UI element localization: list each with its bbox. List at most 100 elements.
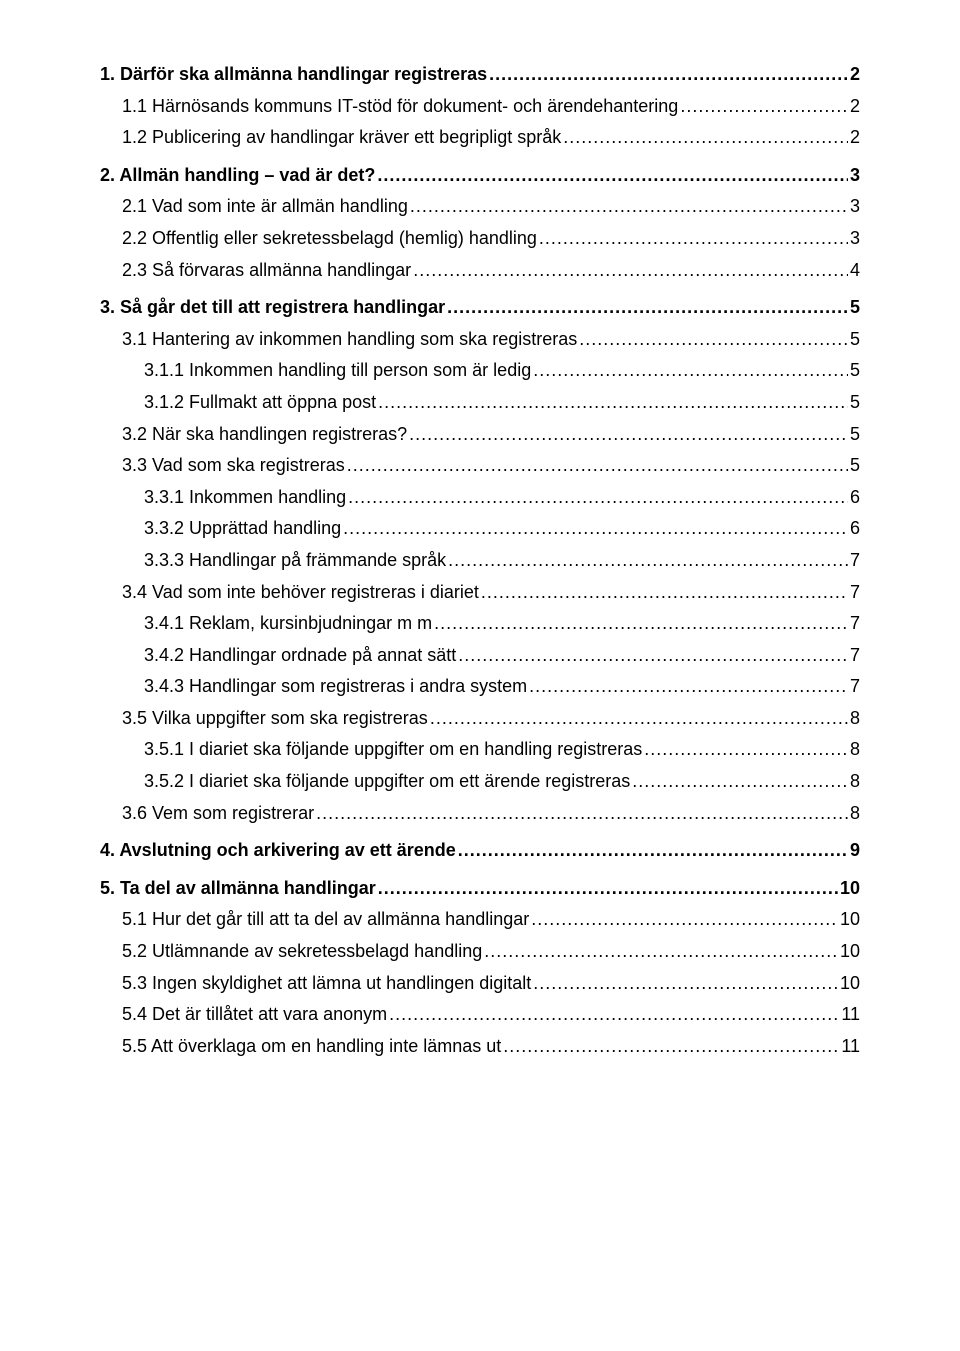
toc-entry[interactable]: 5.1 Hur det går till att ta del av allmä… [100, 909, 860, 931]
toc-leader-dots: ........................................… [533, 973, 838, 995]
toc-leader-dots: ........................................… [348, 487, 848, 509]
toc-entry[interactable]: 5. Ta del av allmänna handlingar........… [100, 878, 860, 900]
toc-entry-page: 8 [850, 803, 860, 825]
toc-entry[interactable]: 3. Så går det till att registrera handli… [100, 297, 860, 319]
toc-leader-dots: ........................................… [316, 803, 848, 825]
toc-entry[interactable]: 3.2 När ska handlingen registreras?.....… [100, 424, 860, 446]
toc-entry-label: 3.5.1 I diariet ska följande uppgifter o… [144, 739, 642, 761]
toc-leader-dots: ........................................… [481, 582, 848, 604]
toc-leader-dots: ........................................… [533, 360, 848, 382]
toc-entry[interactable]: 5.4 Det är tillåtet att vara anonym.....… [100, 1004, 860, 1026]
toc-leader-dots: ........................................… [410, 196, 848, 218]
toc-entry-label: 3.6 Vem som registrerar [122, 803, 314, 825]
toc-entry[interactable]: 1.2 Publicering av handlingar kräver ett… [100, 127, 860, 149]
toc-entry-page: 11 [841, 1036, 860, 1058]
toc-entry-page: 10 [840, 909, 860, 931]
toc-entry-label: 3. Så går det till att registrera handli… [100, 297, 445, 319]
toc-leader-dots: ........................................… [458, 840, 848, 862]
toc-entry-label: 3.4.2 Handlingar ordnade på annat sätt [144, 645, 456, 667]
toc-entry[interactable]: 2.3 Så förvaras allmänna handlingar.....… [100, 260, 860, 282]
toc-entry-label: 3.2 När ska handlingen registreras? [122, 424, 407, 446]
toc-entry[interactable]: 1.1 Härnösands kommuns IT-stöd för dokum… [100, 96, 860, 118]
toc-leader-dots: ........................................… [378, 878, 838, 900]
toc-entry[interactable]: 3.4.3 Handlingar som registreras i andra… [100, 676, 860, 698]
toc-entry[interactable]: 5.3 Ingen skyldighet att lämna ut handli… [100, 973, 860, 995]
toc-entry-label: 3.5 Vilka uppgifter som ska registreras [122, 708, 428, 730]
toc-entry-page: 7 [850, 613, 860, 635]
toc-entry[interactable]: 3.3.1 Inkommen handling.................… [100, 487, 860, 509]
toc-entry[interactable]: 3.1.1 Inkommen handling till person som … [100, 360, 860, 382]
toc-entry-page: 11 [841, 1004, 860, 1026]
toc-entry-page: 4 [850, 260, 860, 282]
toc-entry-label: 2.3 Så förvaras allmänna handlingar [122, 260, 411, 282]
toc-entry-page: 5 [850, 392, 860, 414]
toc-entry-label: 3.3.3 Handlingar på främmande språk [144, 550, 446, 572]
toc-leader-dots: ........................................… [489, 64, 848, 86]
toc-leader-dots: ........................................… [447, 297, 848, 319]
toc-entry[interactable]: 5.2 Utlämnande av sekretessbelagd handli… [100, 941, 860, 963]
toc-entry-label: 3.5.2 I diariet ska följande uppgifter o… [144, 771, 630, 793]
toc-entry[interactable]: 4. Avslutning och arkivering av ett ären… [100, 840, 860, 862]
toc-entry-page: 10 [840, 941, 860, 963]
toc-leader-dots: ........................................… [378, 392, 848, 414]
toc-entry[interactable]: 3.4.1 Reklam, kursinbjudningar m m......… [100, 613, 860, 635]
toc-entry[interactable]: 1. Därför ska allmänna handlingar regist… [100, 64, 860, 86]
toc-entry-page: 5 [850, 297, 860, 319]
toc-entry-page: 7 [850, 550, 860, 572]
toc-entry[interactable]: 3.5.1 I diariet ska följande uppgifter o… [100, 739, 860, 761]
toc-entry[interactable]: 3.3.3 Handlingar på främmande språk.....… [100, 550, 860, 572]
toc-entry[interactable]: 2. Allmän handling – vad är det?........… [100, 165, 860, 187]
toc-entry-label: 2.2 Offentlig eller sekretessbelagd (hem… [122, 228, 537, 250]
table-of-contents: 1. Därför ska allmänna handlingar regist… [100, 64, 860, 1057]
toc-entry[interactable]: 3.4.2 Handlingar ordnade på annat sätt..… [100, 645, 860, 667]
toc-leader-dots: ........................................… [531, 909, 838, 931]
toc-entry-page: 6 [850, 518, 860, 540]
toc-leader-dots: ........................................… [680, 96, 848, 118]
toc-entry[interactable]: 2.2 Offentlig eller sekretessbelagd (hem… [100, 228, 860, 250]
toc-leader-dots: ........................................… [644, 739, 848, 761]
toc-leader-dots: ........................................… [347, 455, 848, 477]
toc-entry[interactable]: 5.5 Att överklaga om en handling inte lä… [100, 1036, 860, 1058]
toc-entry[interactable]: 3.3.2 Upprättad handling................… [100, 518, 860, 540]
toc-entry-page: 10 [840, 973, 860, 995]
toc-entry-page: 7 [850, 582, 860, 604]
toc-leader-dots: ........................................… [434, 613, 848, 635]
toc-entry[interactable]: 3.6 Vem som registrerar.................… [100, 803, 860, 825]
toc-entry-page: 2 [850, 127, 860, 149]
toc-leader-dots: ........................................… [430, 708, 848, 730]
toc-entry-label: 3.3.1 Inkommen handling [144, 487, 346, 509]
toc-entry-page: 5 [850, 424, 860, 446]
toc-entry[interactable]: 3.4 Vad som inte behöver registreras i d… [100, 582, 860, 604]
toc-leader-dots: ........................................… [377, 165, 848, 187]
toc-entry-label: 3.1.1 Inkommen handling till person som … [144, 360, 531, 382]
toc-leader-dots: ........................................… [389, 1004, 839, 1026]
toc-entry-label: 3.4.3 Handlingar som registreras i andra… [144, 676, 527, 698]
toc-leader-dots: ........................................… [458, 645, 848, 667]
toc-leader-dots: ........................................… [343, 518, 848, 540]
toc-leader-dots: ........................................… [579, 329, 848, 351]
toc-entry-page: 5 [850, 329, 860, 351]
toc-entry-page: 2 [850, 64, 860, 86]
toc-entry-label: 1.1 Härnösands kommuns IT-stöd för dokum… [122, 96, 678, 118]
toc-entry[interactable]: 3.1.2 Fullmakt att öppna post...........… [100, 392, 860, 414]
toc-entry[interactable]: 2.1 Vad som inte är allmän handling.....… [100, 196, 860, 218]
toc-entry[interactable]: 3.3 Vad som ska registreras.............… [100, 455, 860, 477]
toc-entry-label: 3.3.2 Upprättad handling [144, 518, 341, 540]
toc-entry-label: 2. Allmän handling – vad är det? [100, 165, 375, 187]
toc-leader-dots: ........................................… [484, 941, 838, 963]
toc-entry-page: 8 [850, 771, 860, 793]
toc-leader-dots: ........................................… [409, 424, 848, 446]
toc-entry-page: 8 [850, 739, 860, 761]
toc-entry-label: 5.3 Ingen skyldighet att lämna ut handli… [122, 973, 531, 995]
toc-entry[interactable]: 3.5.2 I diariet ska följande uppgifter o… [100, 771, 860, 793]
toc-entry[interactable]: 3.5 Vilka uppgifter som ska registreras.… [100, 708, 860, 730]
toc-entry-label: 3.1 Hantering av inkommen handling som s… [122, 329, 577, 351]
toc-entry-label: 3.4 Vad som inte behöver registreras i d… [122, 582, 479, 604]
toc-entry-label: 5. Ta del av allmänna handlingar [100, 878, 376, 900]
toc-leader-dots: ........................................… [503, 1036, 839, 1058]
toc-entry-label: 5.1 Hur det går till att ta del av allmä… [122, 909, 529, 931]
toc-entry-label: 3.4.1 Reklam, kursinbjudningar m m [144, 613, 432, 635]
toc-entry-label: 5.2 Utlämnande av sekretessbelagd handli… [122, 941, 482, 963]
toc-leader-dots: ........................................… [448, 550, 848, 572]
toc-entry[interactable]: 3.1 Hantering av inkommen handling som s… [100, 329, 860, 351]
